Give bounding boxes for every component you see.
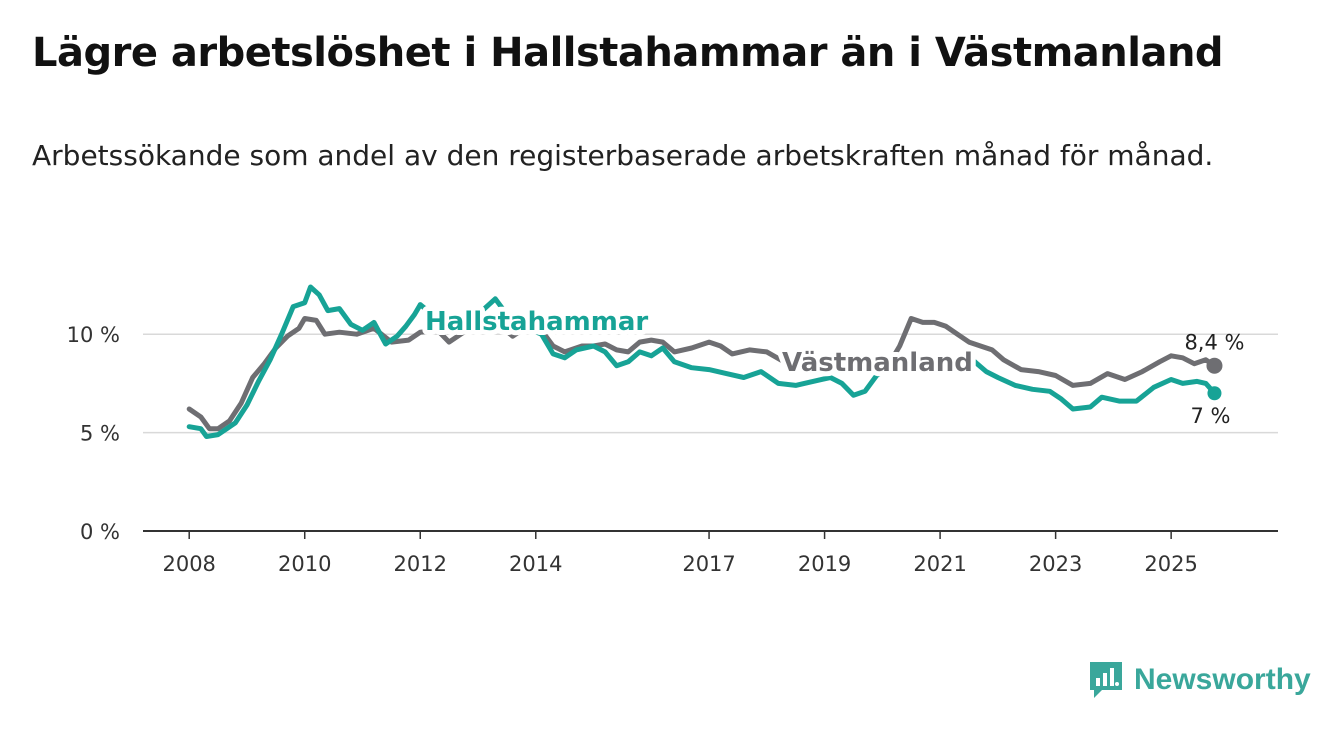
x-tick-label: 2014 [509,552,562,576]
x-tick-label: 2023 [1029,552,1082,576]
chart-subtitle: Arbetssökande som andel av den registerb… [32,139,1214,172]
series-layer [186,284,1223,439]
x-tick-label: 2017 [682,552,735,576]
label-layer: HallstahammarHallstahammarVästmanlandVäs… [420,302,1244,428]
series-label-vastmanland-halo: Västmanland [782,348,973,378]
end-value-vastmanland: 8,4 % [1184,331,1244,355]
x-tick-label: 2012 [394,552,447,576]
series-endpoint-vastmanland [1206,357,1223,374]
brand-name: Newsworthy [1134,663,1311,696]
newsworthy-logo: Newsworthy [1088,660,1311,700]
series-label-vastmanland: Västmanland [782,348,973,378]
x-tick-label: 2008 [162,552,215,576]
grid-layer [143,333,1278,434]
series-label-hallstahammar: Hallstahammar [425,307,648,337]
series-line-hallstahammar [539,331,891,398]
series-line-hallstahammar [972,359,1217,412]
x-tick-label: 2010 [278,552,331,576]
end-value-hallstahammar: 7 % [1190,404,1230,428]
series-line-hallstahammar [885,355,978,371]
series-line-vastmanland [186,316,1217,432]
x-tick-label: 2025 [1144,552,1197,576]
y-tick-label: 10 % [67,323,120,347]
x-tick-label: 2021 [913,552,966,576]
series-line-hallstahammar [417,296,544,337]
series-line-hallstahammar [186,284,423,439]
y-tick-label: 5 % [80,422,120,446]
y-tick-label: 0 % [80,520,120,544]
x-tick-label: 2019 [798,552,851,576]
series-label-hallstahammar-halo: Hallstahammar [425,307,648,337]
newsworthy-logo-icon [1090,662,1122,698]
series-endpoint-hallstahammar [1207,386,1222,401]
chart-title: Lägre arbetslöshet i Hallstahammar än i … [32,30,1224,76]
axis-layer: 0 % 5 % 10 % 2008 2010 2012 2014 2017 2019 2021 20… [67,323,1278,576]
